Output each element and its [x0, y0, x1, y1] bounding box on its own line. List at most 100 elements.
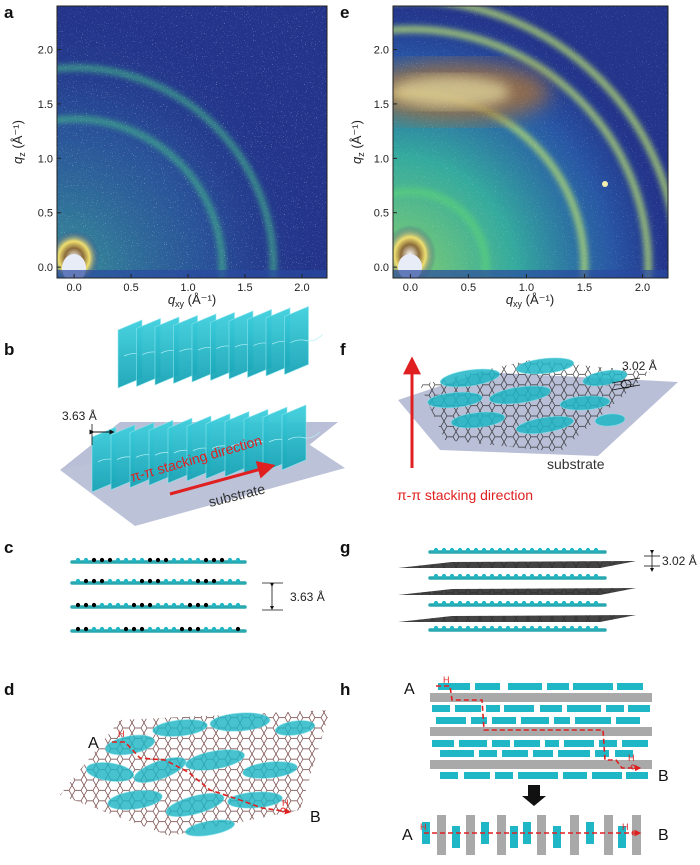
molecule-bar — [540, 705, 562, 712]
molecule-bar — [615, 750, 633, 757]
flat-molecule — [227, 791, 283, 809]
atom — [513, 573, 519, 579]
atom — [219, 602, 225, 608]
map-a-xlabel: qxy (Å⁻¹) — [168, 292, 216, 309]
atom — [457, 600, 463, 606]
atom — [139, 602, 145, 608]
atom — [131, 557, 137, 563]
atom — [457, 573, 463, 579]
atom — [211, 602, 217, 608]
atom — [465, 547, 471, 553]
atom — [441, 573, 447, 579]
molecule-bar — [573, 683, 613, 690]
molecule-bar — [459, 740, 487, 747]
panel-label-e: e — [340, 3, 349, 22]
graphene-bar-vertical — [570, 815, 579, 855]
atom — [235, 578, 241, 584]
atom — [99, 557, 105, 563]
atom — [577, 625, 583, 631]
molecule-bar — [492, 740, 510, 747]
atom — [553, 573, 559, 579]
atom — [433, 600, 439, 606]
atom — [529, 547, 535, 553]
atom — [449, 625, 455, 631]
atom — [593, 573, 599, 579]
atom — [441, 625, 447, 631]
d-h-left: H — [118, 729, 125, 739]
atom — [481, 625, 487, 631]
atom — [537, 625, 543, 631]
h-bottom-layers — [422, 815, 641, 855]
atom — [473, 573, 479, 579]
atom — [139, 557, 145, 563]
h-h4: H — [622, 822, 629, 832]
atom — [163, 557, 169, 563]
schematic-d: H H A B — [60, 710, 330, 837]
atom — [91, 557, 97, 563]
atom — [83, 626, 89, 632]
graphene-bar-vertical — [497, 815, 506, 855]
molecule-bar — [617, 683, 643, 690]
x-tick-label: 1.0 — [519, 282, 534, 294]
atom — [553, 600, 559, 606]
atom — [131, 602, 137, 608]
atom — [219, 578, 225, 584]
atom — [537, 573, 543, 579]
flat-molecule — [242, 761, 298, 779]
giwaxs-map-e: 0.0 0.5 1.0 1.5 2.0 0.0 0.5 1.0 1.5 2.0 qxy (Å⁻¹)… — [349, 5, 669, 309]
x-tick-label: 1.0 — [180, 282, 195, 294]
molecule-bar — [622, 740, 648, 747]
flat-molecule — [515, 357, 575, 375]
x-tick-label: 2.0 — [635, 282, 650, 294]
molecule-backbone — [287, 431, 321, 441]
atom — [147, 626, 153, 632]
atom — [139, 626, 145, 632]
atom — [195, 578, 201, 584]
molecule-bar — [592, 772, 622, 779]
atom — [585, 600, 591, 606]
map-a-frame — [56, 5, 328, 279]
atom — [529, 573, 535, 579]
map-a-noise — [57, 6, 327, 278]
atom — [441, 600, 447, 606]
schematic-f: π-π stacking direction substrate 3.02 Å — [397, 356, 678, 503]
molecule-bar — [564, 740, 594, 747]
atom — [75, 557, 81, 563]
atom — [553, 625, 559, 631]
f-spacing-label: 3.02 Å — [622, 358, 657, 373]
y-tick-label: 0.5 — [374, 208, 389, 220]
schematic-b: 3.63 Å π-π stacking direction substrate — [60, 305, 345, 526]
atom — [155, 626, 161, 632]
atom — [155, 578, 161, 584]
atom — [147, 578, 153, 584]
d-h-right: H — [282, 798, 289, 808]
atom — [489, 600, 495, 606]
f-spacing-line-2 — [611, 384, 641, 391]
atom — [457, 625, 463, 631]
atom — [195, 626, 201, 632]
map-a-axes: 0.0 0.5 1.0 1.5 2.0 0.0 0.5 1.0 1.5 2.0 — [38, 45, 310, 294]
panel-label-h: h — [340, 680, 350, 699]
atom — [513, 625, 519, 631]
molecule-bar — [440, 772, 458, 779]
molecule-bar — [518, 772, 558, 779]
atom — [593, 547, 599, 553]
panel-label-f: f — [340, 340, 346, 359]
atom — [115, 557, 121, 563]
x-tick-label: 0.0 — [403, 282, 418, 294]
atom — [521, 547, 527, 553]
atom — [171, 578, 177, 584]
flat-molecule — [439, 368, 501, 388]
x-tick-label: 0.0 — [66, 282, 81, 294]
molecule-bar — [558, 750, 590, 757]
molecule-bar — [479, 750, 497, 757]
atom — [107, 557, 113, 563]
h-h1: H — [443, 675, 450, 685]
graphene-bar — [430, 693, 652, 702]
atom — [219, 557, 225, 563]
map-e-xlabel: qxy (Å⁻¹) — [506, 292, 554, 309]
panel-label-b: b — [4, 340, 14, 359]
x-tick-label: 1.5 — [237, 282, 252, 294]
molecule-bar-vertical — [553, 826, 561, 848]
flat-molecule — [450, 411, 506, 429]
